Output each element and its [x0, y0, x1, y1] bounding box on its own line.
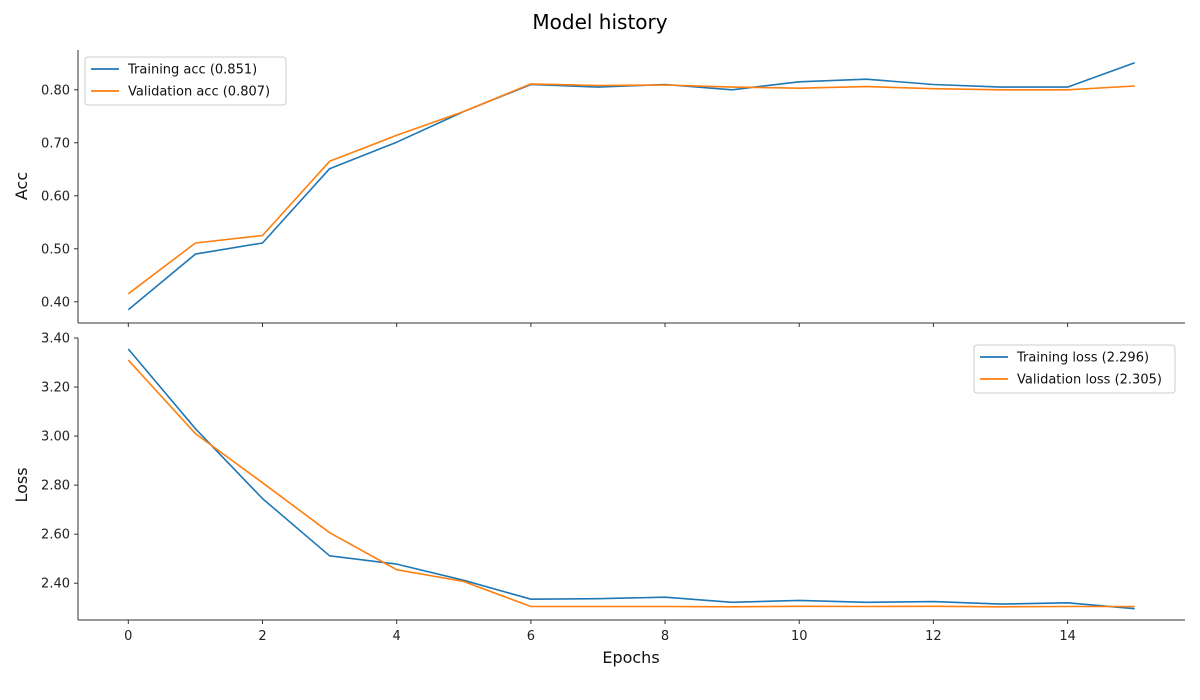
loss-legend-label: Validation loss (2.305) — [1017, 373, 1162, 388]
loss-xtick-label: 10 — [791, 629, 808, 644]
loss-ytick-label: 2.60 — [41, 528, 70, 543]
loss-xtick-label: 2 — [258, 629, 266, 644]
loss-ytick-label: 2.40 — [41, 577, 70, 592]
loss-ytick-label: 2.80 — [41, 479, 70, 494]
loss-xtick-label: 12 — [925, 629, 942, 644]
acc-ytick-label: 0.60 — [41, 189, 70, 204]
acc-ytick-label: 0.50 — [41, 242, 70, 257]
loss-xtick-label: 4 — [393, 629, 401, 644]
acc-legend-label: Training acc (0.851) — [127, 63, 257, 78]
acc-legend: Training acc (0.851) Validation acc (0.80… — [84, 56, 287, 106]
loss-ylabel: Loss — [12, 467, 31, 502]
loss-series-validation-line — [127, 359, 1135, 608]
acc-ytick-label: 0.70 — [41, 136, 70, 151]
x-axis-label: Epochs — [602, 648, 659, 667]
acc-ytick-label: 0.40 — [41, 295, 70, 310]
loss-legend: Training loss (2.296) Validation loss (2.… — [973, 344, 1176, 394]
loss-legend-label: Training loss (2.296) — [1016, 351, 1149, 366]
acc-series-validation-line — [127, 83, 1135, 295]
loss-xtick-label: 8 — [661, 629, 669, 644]
loss-xtick-label: 6 — [527, 629, 535, 644]
accuracy-panel: Acc 0.40 0.50 0.60 0.70 0.80 Training acc (0.… — [12, 50, 1185, 327]
loss-series-training-line — [127, 348, 1135, 610]
acc-ylabel: Acc — [12, 172, 31, 200]
loss-panel: Loss 2.40 2.60 2.80 3.00 3.20 3.40 0 2 4 6 8 10 12 14… — [12, 332, 1185, 644]
loss-ytick-label: 3.20 — [41, 381, 70, 396]
loss-legend-box — [973, 344, 1176, 394]
loss-ytick-label: 3.00 — [41, 430, 70, 445]
loss-xtick-label: 14 — [1059, 629, 1076, 644]
acc-legend-label: Validation acc (0.807) — [128, 85, 270, 100]
loss-xtick-label: 0 — [124, 629, 132, 644]
acc-ytick-label: 0.80 — [41, 83, 70, 98]
loss-ytick-label: 3.40 — [41, 332, 70, 347]
figure-title: Model history — [532, 10, 667, 34]
acc-legend-box — [84, 56, 287, 106]
